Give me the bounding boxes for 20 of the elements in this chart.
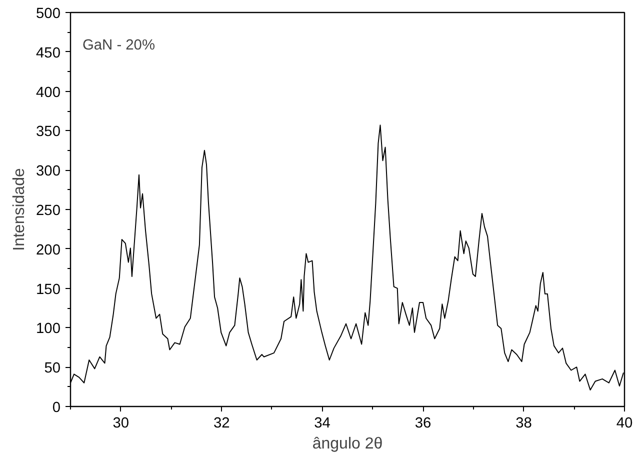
x-tick-label: 30 bbox=[112, 416, 130, 432]
x-tick-label: 32 bbox=[213, 416, 230, 432]
y-tick-label: 200 bbox=[36, 242, 61, 258]
y-tick-label: 400 bbox=[36, 84, 61, 101]
y-tick-label: 100 bbox=[36, 321, 61, 338]
y-tick-label: 500 bbox=[36, 6, 61, 22]
y-tick-label: 50 bbox=[44, 360, 61, 377]
y-axis-title: Intensidade bbox=[11, 168, 28, 251]
x-axis-title: ângulo 2θ bbox=[312, 436, 383, 452]
x-tick-label: 36 bbox=[414, 416, 432, 432]
x-tick-label: 40 bbox=[616, 416, 633, 432]
y-tick-label: 450 bbox=[36, 45, 61, 62]
y-tick-label: 0 bbox=[52, 400, 61, 416]
y-tick-label: 150 bbox=[36, 282, 61, 298]
y-tick-label: 350 bbox=[36, 124, 61, 140]
x-tick-label: 34 bbox=[314, 416, 330, 432]
annotation: GaN - 20% bbox=[82, 38, 155, 54]
y-tick-label: 250 bbox=[36, 203, 61, 219]
y-tick-label: 300 bbox=[36, 164, 61, 180]
x-tick-label: 38 bbox=[516, 416, 532, 432]
